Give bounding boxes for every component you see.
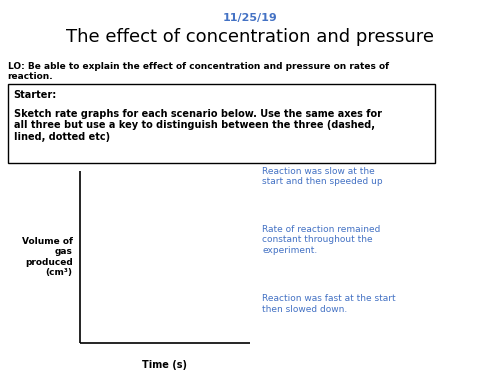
Text: Sketch rate graphs for each scenario below. Use the same axes for
all three but : Sketch rate graphs for each scenario bel… [14, 109, 382, 142]
Text: Reaction was fast at the start
then slowed down.: Reaction was fast at the start then slow… [262, 294, 396, 314]
Text: Reaction was slow at the
start and then speeded up: Reaction was slow at the start and then … [262, 167, 383, 186]
FancyBboxPatch shape [8, 84, 435, 163]
Text: Rate of reaction remained
constant throughout the
experiment.: Rate of reaction remained constant throu… [262, 225, 381, 255]
Text: Volume of
gas
produced
(cm³): Volume of gas produced (cm³) [22, 237, 72, 277]
Text: 11/25/19: 11/25/19 [222, 13, 278, 23]
Text: LO: Be able to explain the effect of concentration and pressure on rates of
reac: LO: Be able to explain the effect of con… [8, 62, 388, 81]
Text: Time (s): Time (s) [142, 360, 188, 370]
Text: The effect of concentration and pressure: The effect of concentration and pressure [66, 28, 434, 46]
Text: Starter:: Starter: [14, 90, 57, 100]
